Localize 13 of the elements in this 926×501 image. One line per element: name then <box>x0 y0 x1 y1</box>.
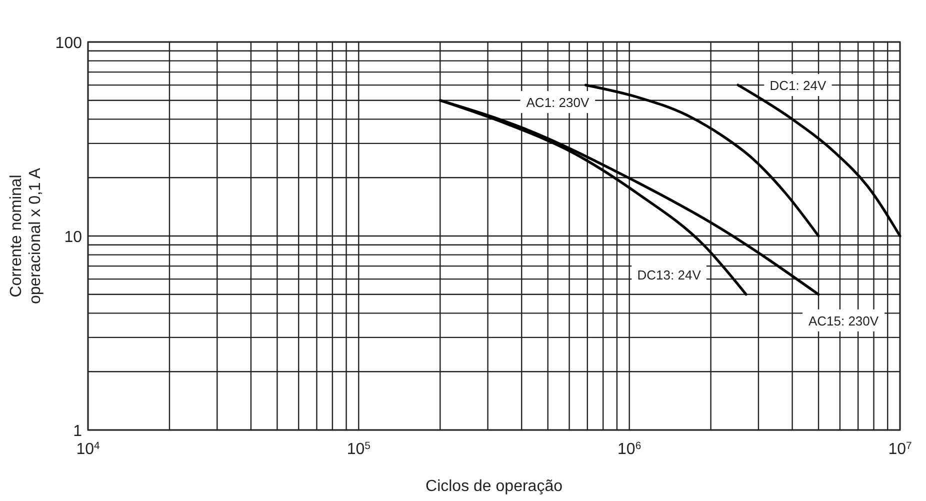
x-axis-title: Ciclos de operação <box>426 478 563 495</box>
x-tick-label: 10$^{4}$ <box>76 440 100 458</box>
y-tick-label: 1 <box>73 423 82 440</box>
y-tick-label: 100 <box>55 35 82 52</box>
series-label: AC15: 230V <box>808 313 879 328</box>
y-tick-label: 10 <box>64 229 82 246</box>
x-tick-label: 10$^{6}$ <box>618 440 642 458</box>
x-tick-label: 10$^{5}$ <box>346 440 371 458</box>
series-label: AC1: 230V <box>526 95 590 110</box>
x-tick-label: 10$^{7}$ <box>888 440 912 458</box>
series-label: DC13: 24V <box>637 267 702 282</box>
series-label: DC1: 24V <box>770 78 826 94</box>
y-axis-title: Corrente nominal operacional x 0,1 A <box>8 168 44 304</box>
